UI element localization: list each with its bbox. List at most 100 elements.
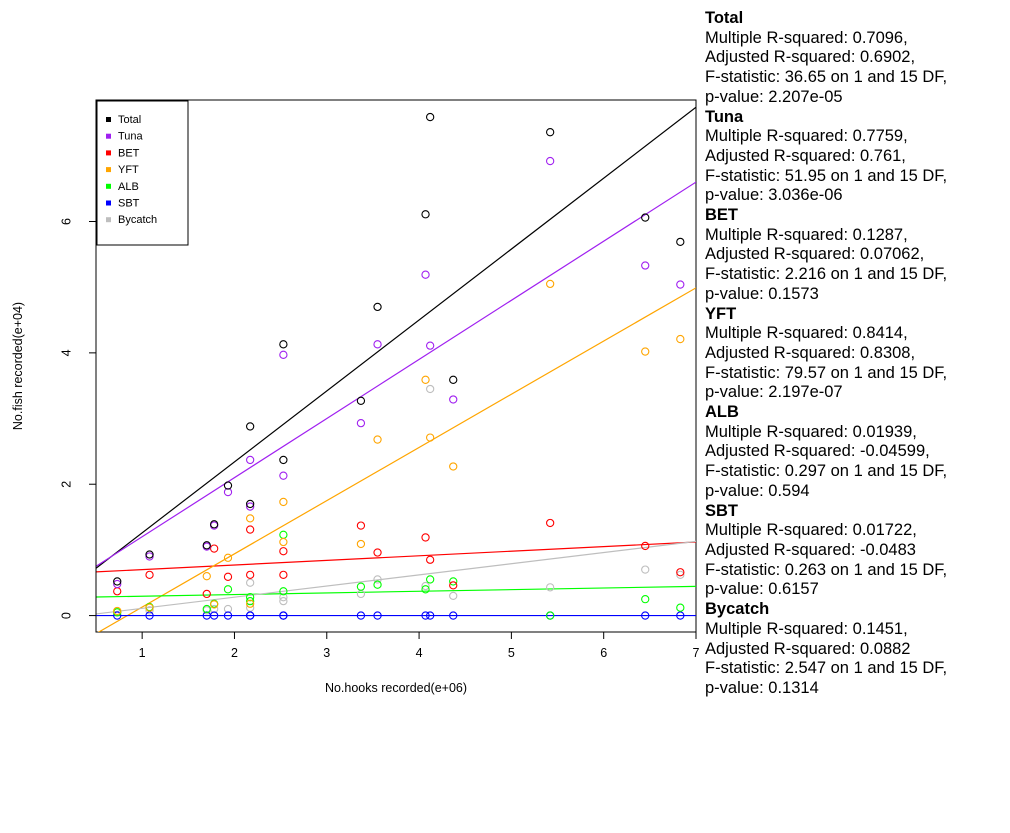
legend-swatch-sbt <box>106 200 111 206</box>
data-point-yft <box>210 600 219 609</box>
legend-swatch-alb <box>106 183 111 189</box>
legend-label-yft: YFT <box>118 164 139 176</box>
data-point-bet <box>676 568 685 577</box>
p-value: p-value: 0.1314 <box>705 678 819 697</box>
data-point-total <box>210 520 219 529</box>
f-statistic: F-statistic: 79.57 on 1 and 15 DF, <box>705 363 948 382</box>
data-point-bet <box>426 555 435 564</box>
data-point-bet <box>202 589 211 599</box>
data-point-total <box>373 302 382 312</box>
data-point-yft <box>279 497 288 507</box>
data-point-bet <box>113 587 122 596</box>
data-point-total <box>202 541 211 550</box>
data-point-alb <box>246 596 255 606</box>
legend-swatch-bet <box>106 150 111 156</box>
data-point-bycatch <box>356 589 366 599</box>
data-point-yft <box>202 572 211 581</box>
data-point-total <box>449 375 458 384</box>
data-point-bycatch <box>246 603 255 612</box>
multiple-r-squared: Multiple R-squared: 0.1287, <box>705 225 908 244</box>
multiple-r-squared: Multiple R-squared: 0.7759, <box>705 127 908 146</box>
multiple-r-squared: Multiple R-squared: 0.8414, <box>705 324 908 343</box>
data-point-bet <box>641 541 650 551</box>
data-point-tuna <box>246 502 255 511</box>
fit-line-yft <box>97 287 696 632</box>
data-point-bet <box>145 570 154 580</box>
data-point-alb <box>356 582 366 591</box>
data-point-bycatch <box>641 565 650 574</box>
data-point-tuna <box>641 261 650 270</box>
p-value: p-value: 2.197e-07 <box>705 383 843 402</box>
data-point-tuna <box>449 395 458 404</box>
model-name: Tuna <box>705 107 744 126</box>
data-point-bycatch <box>546 583 555 592</box>
data-point-tuna <box>279 350 288 359</box>
data-point-tuna <box>279 471 288 480</box>
data-point-yft <box>373 435 382 444</box>
legend-label-sbt: SBT <box>118 198 140 210</box>
data-point-alb <box>279 530 288 539</box>
data-point-total <box>421 210 430 219</box>
data-point-sbt <box>113 611 122 620</box>
data-point-bycatch <box>145 606 154 615</box>
data-point-alb <box>279 587 288 596</box>
data-point-tuna <box>113 579 122 589</box>
data-point-sbt <box>426 611 435 620</box>
legend-swatch-total <box>106 117 111 122</box>
data-point-tuna <box>356 418 366 428</box>
data-point-tuna <box>246 455 255 465</box>
data-point-bet <box>373 548 382 557</box>
data-point-yft <box>546 279 555 289</box>
p-value: p-value: 2.207e-05 <box>705 87 843 106</box>
f-statistic: F-statistic: 2.216 on 1 and 15 DF, <box>705 265 948 284</box>
data-point-total <box>279 340 288 349</box>
data-point-sbt <box>356 611 366 620</box>
adjusted-r-squared: Adjusted R-squared: 0.8308, <box>705 343 916 362</box>
data-point-total <box>246 499 255 509</box>
stats-block-bet: BET Multiple R-squared: 0.1287, Adjusted R… <box>705 206 1005 305</box>
data-point-yft <box>113 606 122 616</box>
data-point-tuna <box>421 270 430 279</box>
data-point-bycatch <box>449 591 458 601</box>
adjusted-r-squared: Adjusted R-squared: 0.761, <box>705 146 906 165</box>
data-point-total <box>676 237 685 247</box>
data-point-tuna <box>426 341 435 350</box>
data-point-alb <box>676 603 685 612</box>
stats-block-total: Total Multiple R-squared: 0.7096, Adjusted… <box>705 9 1005 108</box>
data-point-bycatch <box>279 596 288 606</box>
legend-label-bycatch: Bycatch <box>118 214 157 226</box>
data-point-bycatch <box>373 575 382 584</box>
data-point-tuna <box>373 340 382 349</box>
stats-block-alb: ALB Multiple R-squared: 0.01939, Adjusted … <box>705 403 1005 502</box>
multiple-r-squared: Multiple R-squared: 0.7096, <box>705 28 908 47</box>
data-point-total <box>223 481 233 490</box>
data-point-bet <box>449 581 458 590</box>
fit-line-total <box>96 106 696 569</box>
p-value: p-value: 0.1573 <box>705 284 819 303</box>
data-point-bet <box>246 570 255 580</box>
model-name: BET <box>705 206 738 225</box>
y-axis-label: No.fish recorded(e+04) <box>11 302 25 430</box>
data-point-total <box>113 577 122 586</box>
f-statistic: F-statistic: 0.297 on 1 and 15 DF, <box>705 462 948 481</box>
x-tick-label: 3 <box>323 646 330 660</box>
multiple-r-squared: Multiple R-squared: 0.1451, <box>705 619 908 638</box>
model-name: ALB <box>705 403 739 422</box>
fit-line-bycatch <box>96 540 696 615</box>
adjusted-r-squared: Adjusted R-squared: -0.04599, <box>705 442 930 461</box>
x-tick-label: 4 <box>416 646 423 660</box>
data-point-alb <box>223 585 233 594</box>
data-point-bycatch <box>223 604 233 614</box>
p-value: p-value: 3.036e-06 <box>705 186 843 205</box>
data-point-sbt <box>421 611 430 620</box>
data-point-yft <box>246 599 255 608</box>
stats-block-bycatch: Bycatch Multiple R-squared: 0.1451, Adjust… <box>705 600 1005 699</box>
legend-label-tuna: Tuna <box>118 131 144 143</box>
x-tick-label: 6 <box>600 646 607 660</box>
model-name: Bycatch <box>705 600 770 619</box>
data-point-total <box>641 213 650 222</box>
regression-stats-panel: Total Multiple R-squared: 0.7096, Adjusted… <box>705 9 1005 699</box>
data-point-sbt <box>641 611 650 620</box>
data-point-bycatch <box>421 581 430 591</box>
